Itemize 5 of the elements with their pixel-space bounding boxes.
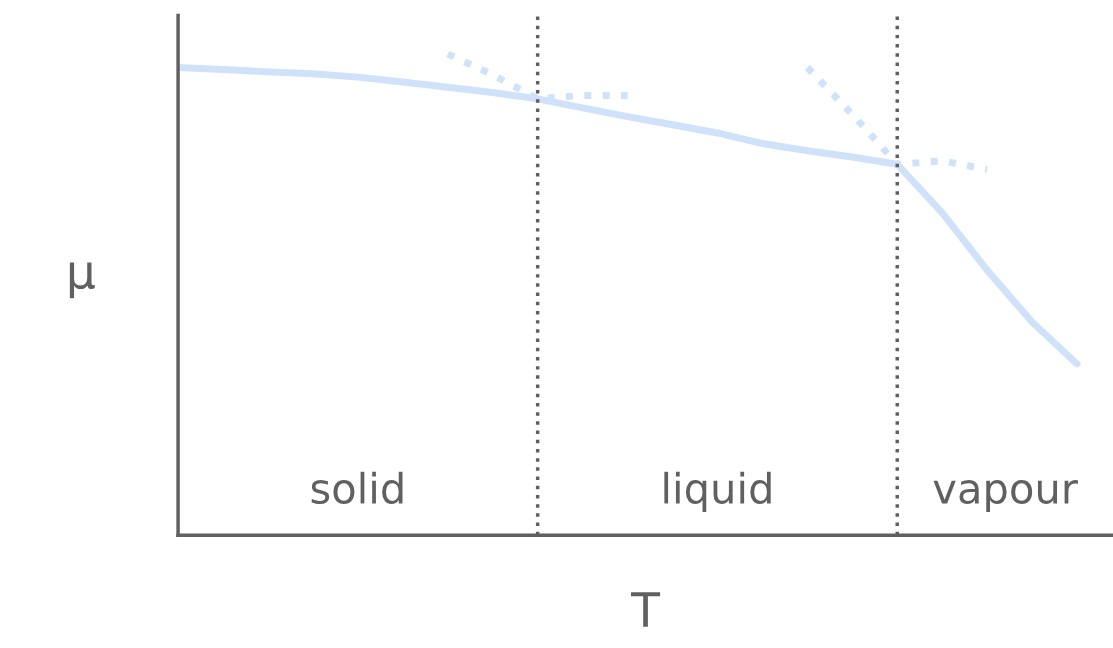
annotation: vapour xyxy=(933,480,1078,513)
annotation: liquid xyxy=(664,471,771,513)
annotation: solid xyxy=(311,471,403,505)
x-axis-title: T xyxy=(630,592,661,627)
y-axis-title: μ xyxy=(69,262,95,299)
